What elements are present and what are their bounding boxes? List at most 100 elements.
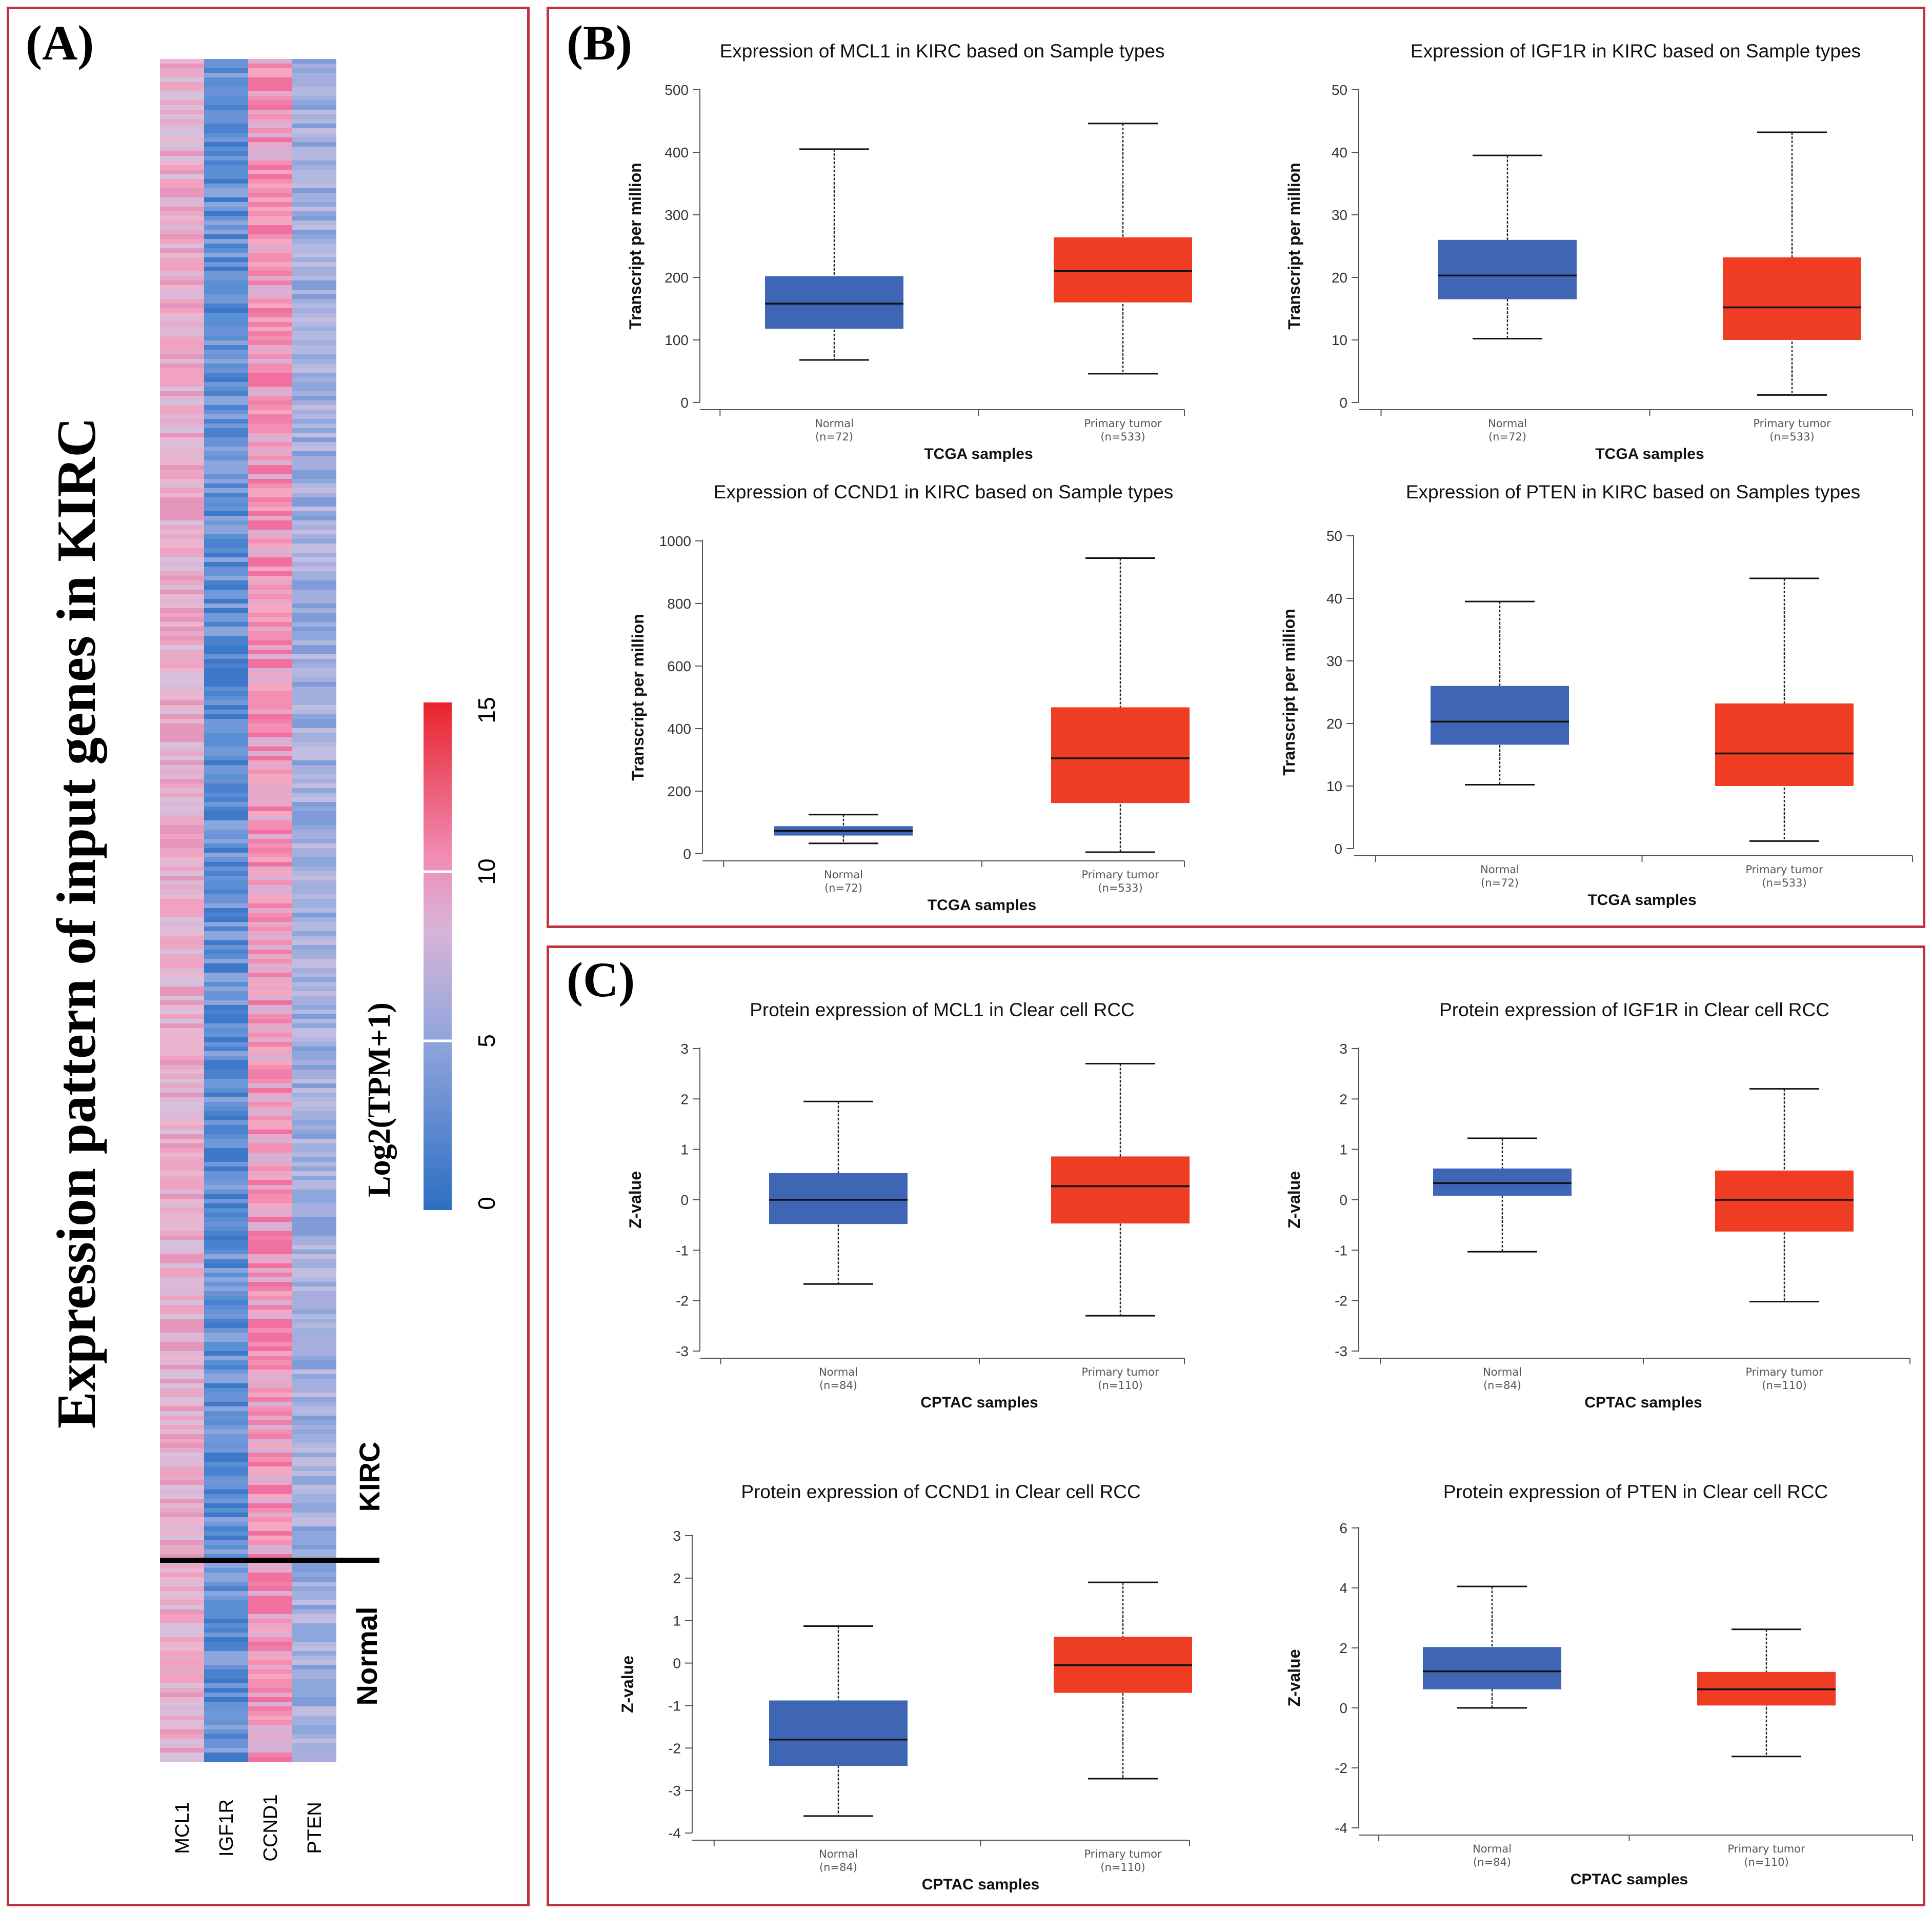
heatmap-cell	[204, 580, 248, 586]
heatmap-cell	[160, 428, 204, 433]
heatmap-cell	[248, 1522, 292, 1527]
heatmap-cell	[204, 1554, 248, 1559]
heatmap-cell	[204, 1489, 248, 1495]
heatmap-cell	[248, 1656, 292, 1661]
heatmap-cell	[160, 1660, 204, 1665]
heatmap-cell	[160, 1563, 204, 1568]
category-label: Primary tumor	[1745, 1366, 1823, 1378]
heatmap-cell	[204, 1637, 248, 1642]
heatmap-cell	[204, 1194, 248, 1199]
heatmap-cell	[160, 1199, 204, 1204]
heatmap-cell	[160, 654, 204, 659]
heatmap-cell	[248, 1323, 292, 1328]
heatmap-cell	[292, 1033, 336, 1038]
colorbar-tick-5: 5	[473, 1034, 500, 1048]
heatmap-cell	[160, 1688, 204, 1693]
y-tick-label: 20	[1332, 270, 1347, 286]
heatmap-cell	[292, 954, 336, 959]
heatmap-cell	[248, 470, 292, 475]
heatmap-cell	[248, 663, 292, 669]
heatmap-cell	[292, 945, 336, 950]
heatmap-cell	[292, 1466, 336, 1472]
heatmap-cell	[248, 391, 292, 396]
heatmap-cell	[292, 1720, 336, 1725]
heatmap-cell	[204, 1134, 248, 1139]
heatmap-cell	[248, 917, 292, 922]
heatmap-cell	[160, 950, 204, 955]
heatmap-cell	[160, 1259, 204, 1264]
heatmap-cell	[248, 705, 292, 710]
y-tick-label: 2	[680, 1091, 689, 1107]
heatmap-cell	[160, 280, 204, 286]
heatmap-cell	[292, 1748, 336, 1753]
heatmap-cell	[248, 156, 292, 161]
heatmap-cell	[204, 1665, 248, 1670]
heatmap-cell	[160, 470, 204, 475]
heatmap-cell	[204, 1088, 248, 1093]
heatmap-cell	[160, 488, 204, 493]
heatmap-cell	[248, 1125, 292, 1130]
heatmap-cell	[160, 534, 204, 539]
heatmap-cell	[292, 387, 336, 392]
heatmap-cell	[248, 913, 292, 918]
heatmap-cell	[248, 788, 292, 793]
heatmap-cell	[292, 1503, 336, 1508]
heatmap-cell	[160, 317, 204, 323]
heatmap-cell	[204, 654, 248, 659]
heatmap-cell	[292, 959, 336, 964]
heatmap-cell	[160, 917, 204, 922]
heatmap-cell	[248, 451, 292, 456]
heatmap-cell	[160, 908, 204, 913]
heatmap-cell	[292, 654, 336, 659]
heatmap-cell	[248, 456, 292, 461]
heatmap-cell	[160, 262, 204, 267]
heatmap-cell	[160, 1102, 204, 1107]
heatmap-cell	[160, 890, 204, 895]
heatmap-cell	[248, 696, 292, 701]
heatmap-cell	[292, 807, 336, 812]
heatmap-cell	[160, 322, 204, 327]
heatmap-cell	[160, 622, 204, 627]
y-tick-label: 2	[1339, 1640, 1347, 1656]
heatmap-cell	[292, 880, 336, 885]
heatmap-cell	[204, 160, 248, 166]
heatmap-cell	[248, 954, 292, 959]
heatmap-cell	[160, 1706, 204, 1711]
heatmap-cell	[204, 1005, 248, 1010]
heatmap-cell	[248, 1600, 292, 1605]
heatmap-cell	[160, 202, 204, 207]
heatmap-cell	[160, 1517, 204, 1522]
heatmap-cell	[248, 677, 292, 682]
heatmap-cell	[160, 825, 204, 830]
heatmap-cell	[204, 211, 248, 216]
heatmap-cell	[292, 1374, 336, 1379]
heatmap-cell	[292, 1489, 336, 1495]
heatmap-cell	[248, 756, 292, 761]
category-count: (n=110)	[1762, 1379, 1806, 1392]
heatmap-cell	[204, 562, 248, 567]
heatmap-cell	[292, 1148, 336, 1153]
y-axis-label: Z-value	[618, 1656, 637, 1713]
heatmap-cell	[160, 1614, 204, 1619]
heatmap-cell	[292, 562, 336, 567]
heatmap-cell	[204, 1757, 248, 1762]
heatmap-cell	[204, 1434, 248, 1439]
heatmap-cell	[248, 1042, 292, 1047]
heatmap-cell	[160, 377, 204, 382]
heatmap-cell	[160, 170, 204, 175]
heatmap-cell	[248, 1208, 292, 1213]
panel-a-frame	[7, 7, 530, 1906]
category-label: Primary tumor	[1745, 863, 1823, 876]
heatmap-cell	[160, 1079, 204, 1084]
y-tick-label: 3	[680, 1041, 689, 1057]
heatmap-cell	[160, 543, 204, 549]
heatmap-cell	[160, 973, 204, 978]
heatmap-cell	[248, 950, 292, 955]
heatmap-cell	[160, 843, 204, 849]
heatmap-cell	[160, 147, 204, 152]
heatmap-cell	[160, 954, 204, 959]
heatmap-cell	[204, 147, 248, 152]
heatmap-cell	[248, 1605, 292, 1610]
heatmap-cell	[160, 1162, 204, 1167]
heatmap-cell	[160, 1573, 204, 1578]
